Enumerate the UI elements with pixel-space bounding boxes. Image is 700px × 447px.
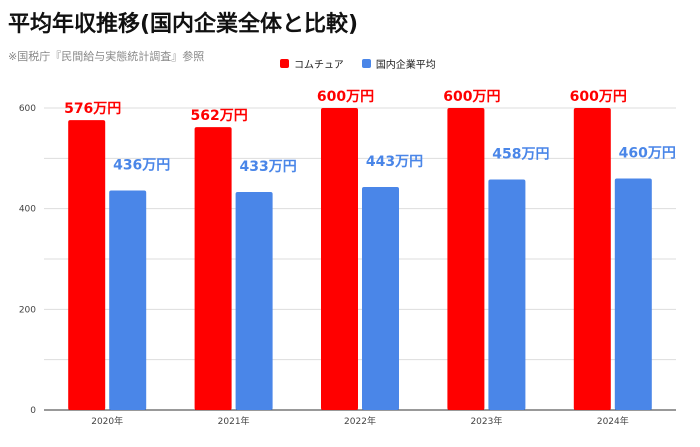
bar-comture	[573, 108, 611, 410]
bar-domestic-average	[235, 192, 273, 410]
legend-label-domestic-average: 国内企業平均	[375, 60, 436, 71]
legend-item-comture: コムチュア	[280, 56, 344, 71]
legend-item-domestic-average: 国内企業平均	[361, 56, 436, 71]
chart-subtitle: ※国税庁『民間給与実態統計調査』参照	[8, 50, 205, 63]
legend-label-comture: コムチュア	[294, 60, 344, 71]
x-tick-label: 2021年	[218, 415, 250, 427]
data-label-domestic-average: 443万円	[366, 154, 423, 170]
data-label-comture: 600万円	[317, 89, 374, 105]
data-label-domestic-average: 458万円	[492, 146, 549, 162]
legend-swatch-comture	[280, 59, 289, 68]
y-tick-label: 200	[19, 305, 36, 315]
chart-legend: コムチュア 国内企業平均	[280, 56, 454, 71]
bar-domestic-average	[614, 178, 652, 410]
bar-comture	[68, 120, 106, 410]
x-tick-label: 2023年	[470, 415, 502, 427]
bar-comture	[321, 108, 358, 410]
data-label-comture: 600万円	[443, 89, 500, 105]
legend-swatch-domestic-average	[361, 59, 371, 68]
y-tick-label: 400	[19, 205, 36, 215]
bar-domestic-average	[109, 190, 147, 410]
bar-domestic-average	[488, 179, 526, 410]
chart-title: 平均年収推移(国内企業全体と比較)	[8, 12, 359, 37]
bar-comture	[447, 108, 485, 410]
y-tick-label: 0	[30, 406, 36, 416]
x-tick-label: 2024年	[597, 415, 629, 427]
x-tick-label: 2020年	[91, 415, 123, 427]
x-tick-label: 2022年	[344, 415, 376, 427]
bar-comture	[194, 127, 232, 411]
data-label-comture: 600万円	[570, 89, 627, 105]
data-label-comture: 562万円	[190, 108, 247, 124]
bar-domestic-average	[362, 187, 399, 410]
data-label-domestic-average: 460万円	[619, 145, 676, 161]
data-label-comture: 576万円	[64, 101, 121, 117]
data-label-domestic-average: 436万円	[113, 158, 170, 174]
data-label-domestic-average: 433万円	[239, 159, 296, 175]
y-tick-label: 600	[19, 104, 36, 114]
